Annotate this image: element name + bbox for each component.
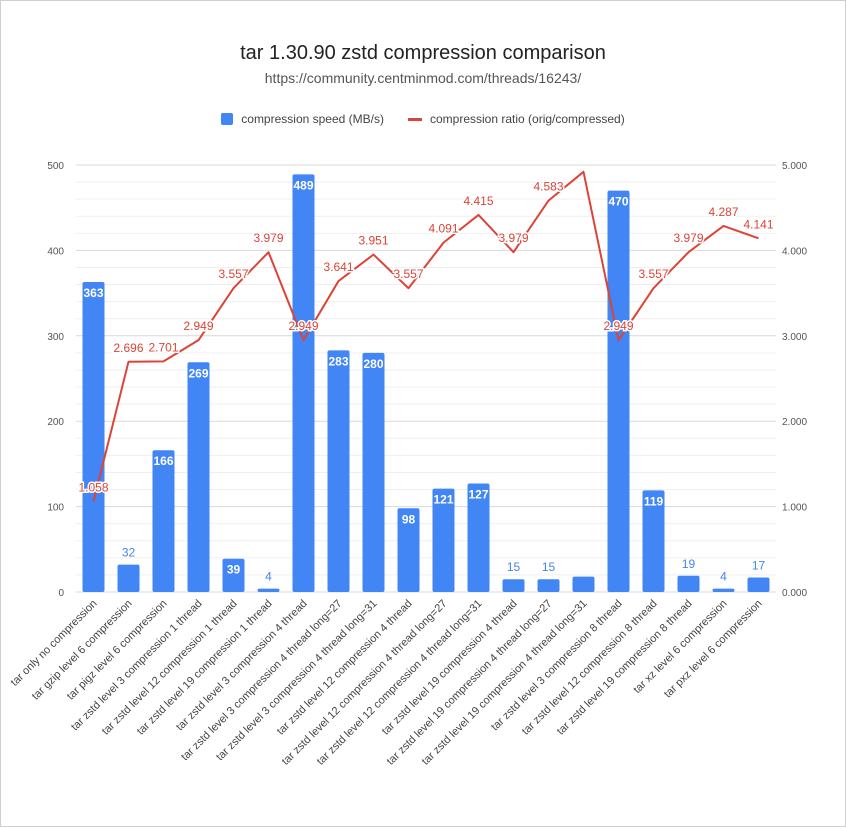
bar-data-label: 4: [720, 570, 727, 584]
bar: [152, 450, 175, 592]
bar-data-label: 489: [293, 178, 313, 192]
bar-data-label: 19: [682, 557, 696, 571]
legend: compression speed (MB/s) compression rat…: [0, 112, 846, 126]
y-right-tick-label: 0.000: [782, 588, 807, 599]
line-data-label: 2.949: [183, 319, 213, 333]
legend-item-speed[interactable]: compression speed (MB/s): [221, 112, 384, 126]
line-data-label: 2.701: [148, 340, 178, 354]
x-tick-label: tar zstd level 3 compression 4 thread lo…: [179, 598, 345, 764]
line-data-label: 3.951: [358, 234, 388, 248]
x-tick-label: tar zstd level 19 compression 4 thread l…: [420, 598, 590, 768]
bar-data-label: 4: [265, 570, 272, 584]
bar-data-label: 470: [608, 195, 628, 209]
bar-data-label: 39: [227, 563, 241, 577]
bar: [502, 579, 525, 592]
y-right-tick-label: 3.000: [782, 332, 807, 343]
line-data-label: 4.141: [743, 217, 773, 231]
legend-swatch-ratio: [407, 117, 422, 121]
bar-data-label: 17: [752, 558, 766, 572]
bar: [467, 483, 490, 592]
bar: [257, 588, 280, 592]
bar-data-label: 98: [402, 512, 416, 526]
bar: [292, 174, 315, 593]
bar: [747, 577, 770, 592]
bar-data-label: 283: [328, 354, 348, 368]
line-data-label: 2.696: [113, 341, 143, 355]
bar-data-label: 363: [83, 286, 103, 300]
x-tick-label: tar zstd level 12 compression 4 thread l…: [280, 598, 450, 768]
chart-title: tar 1.30.90 zstd compression comparison: [240, 42, 606, 64]
bar-data-label: 269: [188, 366, 208, 380]
bar: [537, 579, 560, 592]
bar: [117, 564, 140, 592]
bar: [607, 190, 630, 592]
bar: [187, 362, 210, 592]
bar-data-label: 166: [153, 454, 173, 468]
bar: [432, 488, 455, 592]
y-left-tick-label: 400: [47, 246, 64, 257]
y-left-tick-label: 300: [47, 332, 64, 343]
bar-data-label: 280: [363, 357, 383, 371]
bar: [712, 588, 735, 592]
y-left-tick-label: 0: [58, 588, 64, 599]
bar-data-label: 15: [507, 560, 521, 574]
y-left-tick-label: 500: [47, 161, 64, 172]
bar: [362, 352, 385, 592]
legend-item-ratio[interactable]: compression ratio (orig/compressed): [407, 112, 625, 126]
y-right-tick-label: 2.000: [782, 417, 807, 428]
bar: [397, 508, 420, 592]
x-tick-label: tar zstd level 12 compression 4 thread l…: [315, 598, 485, 768]
x-tick-label: tar zstd level 3 compression 4 thread: [174, 598, 310, 734]
line-data-label: 3.641: [323, 260, 353, 274]
y-right-tick-label: 4.000: [782, 246, 807, 257]
line-data-label: 4.091: [428, 222, 458, 236]
line-data-label: 2.949: [603, 319, 633, 333]
x-tick-label: tar zstd level 3 compression 1 thread: [69, 598, 205, 734]
line-data-label: 3.557: [218, 267, 248, 281]
bar-data-label: 127: [468, 488, 488, 502]
bar-data-label: 119: [644, 494, 664, 508]
legend-label-ratio: compression ratio (orig/compressed): [429, 112, 625, 126]
line-data-label: 3.979: [498, 231, 528, 245]
bar: [222, 558, 245, 592]
line-data-label: 3.557: [393, 267, 423, 281]
bar: [327, 350, 350, 592]
bar-data-label: 121: [433, 493, 453, 507]
ratio-line: [92, 170, 759, 502]
y-left-tick-label: 100: [47, 503, 64, 514]
line-data-label: 4.287: [708, 205, 738, 219]
x-tick-label: tar zstd level 19 compression 4 thread l…: [385, 598, 555, 768]
x-tick-label: tar zstd level 3 compression 4 thread lo…: [214, 598, 380, 764]
line-data-label: 4.583: [533, 180, 563, 194]
line-data-label: 3.557: [638, 267, 668, 281]
line-data-label: 2.949: [288, 319, 318, 333]
line-data-label: 4.415: [463, 194, 493, 208]
bar: [572, 576, 595, 592]
bar: [642, 490, 665, 592]
line-data-label: 3.979: [673, 231, 703, 245]
bar: [82, 281, 105, 592]
line-data-label: 1.058: [78, 481, 108, 495]
line-data-label: 3.979: [253, 231, 283, 245]
y-right-tick-label: 5.000: [782, 161, 807, 172]
chart-subtitle: https://community.centminmod.com/threads…: [264, 70, 582, 86]
x-tick-label: tar zstd level 3 compression 8 thread: [489, 598, 625, 734]
legend-swatch-speed: [221, 113, 234, 125]
bar-data-label: 15: [542, 560, 556, 574]
bar-data-label: 32: [122, 546, 136, 560]
y-right-tick-label: 1.000: [782, 503, 807, 514]
legend-label-speed: compression speed (MB/s): [241, 112, 384, 126]
bar: [677, 575, 700, 592]
y-left-tick-label: 200: [47, 417, 64, 428]
